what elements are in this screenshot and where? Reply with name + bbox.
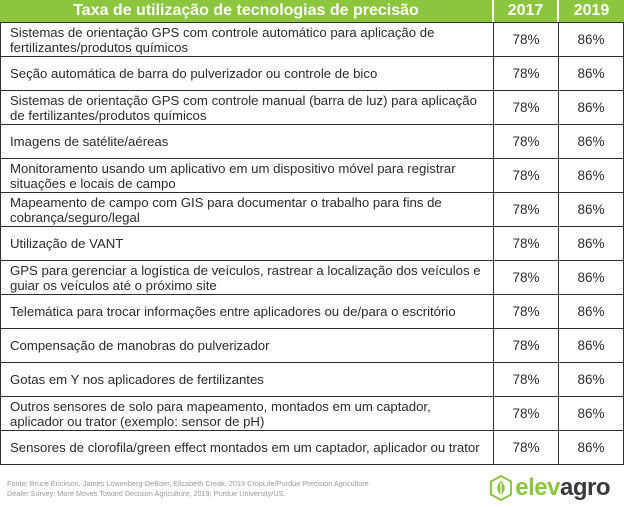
row-value-2019: 86% [559,261,624,294]
row-label: Sistemas de orientação GPS com controle … [0,91,494,124]
leaf-hexagon-icon [490,475,513,501]
row-label: Telemática para trocar informações entre… [0,295,494,328]
table-row: Sistemas de orientação GPS com controle … [0,91,624,125]
row-label: Compensação de manobras do pulverizador [0,329,494,362]
table-row: Monitoramento usando um aplicativo em um… [0,159,624,193]
row-label: Outros sensores de solo para mapeamento,… [0,397,494,430]
table-row: Seção automática de barra do pulverizado… [0,57,624,91]
table-row: Sistemas de orientação GPS com controle … [0,23,624,57]
row-label: Sistemas de orientação GPS com controle … [0,23,494,56]
row-label: Imagens de satélite/aéreas [0,125,494,158]
row-value-2019: 86% [559,363,624,396]
table-row: Compensação de manobras do pulverizador 7… [0,329,624,363]
row-label: Seção automática de barra do pulverizado… [0,57,494,90]
table-header: Taxa de utilização de tecnologias de pre… [0,0,624,22]
table-body: Sistemas de orientação GPS com controle … [0,22,624,465]
table-row: Sensores de clorofila/green effect monta… [0,431,624,465]
row-value-2019: 86% [559,227,624,260]
technology-usage-table: Taxa de utilização de tecnologias de pre… [0,0,624,465]
row-value-2017: 78% [494,261,559,294]
row-value-2019: 86% [559,57,624,90]
row-value-2017: 78% [494,91,559,124]
row-value-2019: 86% [559,91,624,124]
header-title: Taxa de utilização de tecnologias de pre… [0,0,494,22]
row-label: Sensores de clorofila/green effect monta… [0,431,494,464]
row-label: GPS para gerenciar a logística de veícul… [0,261,494,294]
row-label: Mapeamento de campo com GIS para documen… [0,193,494,226]
table-row: Mapeamento de campo com GIS para documen… [0,193,624,227]
row-value-2019: 86% [559,193,624,226]
row-value-2017: 78% [494,329,559,362]
row-value-2019: 86% [559,23,624,56]
row-value-2017: 78% [494,431,559,464]
row-value-2019: 86% [559,295,624,328]
row-value-2017: 78% [494,159,559,192]
row-value-2019: 86% [559,329,624,362]
table-row: Telemática para trocar informações entre… [0,295,624,329]
row-value-2017: 78% [494,227,559,260]
source-line-2: Dealer Survey: More Moves Toward Decisio… [7,488,286,498]
table-row: Outros sensores de solo para mapeamento,… [0,397,624,431]
row-value-2017: 78% [494,397,559,430]
row-value-2017: 78% [494,57,559,90]
row-value-2017: 78% [494,23,559,56]
row-value-2017: 78% [494,125,559,158]
row-value-2019: 86% [559,159,624,192]
row-value-2017: 78% [494,363,559,396]
row-value-2017: 78% [494,193,559,226]
table-row: Gotas em Y nos aplicadores de fertilizan… [0,363,624,397]
table-row: Utilização de VANT 78% 86% [0,227,624,261]
row-label: Monitoramento usando um aplicativo em um… [0,159,494,192]
header-year-2017: 2017 [494,0,559,22]
row-label: Utilização de VANT [0,227,494,260]
source-line-1: Fonte: Bruce Erickson, James Lowenberg-D… [7,479,369,488]
table-row: GPS para gerenciar a logística de veícul… [0,261,624,295]
brand-wordmark: elevagro [515,474,610,502]
row-value-2019: 86% [559,397,624,430]
elevagro-logo: elevagro [490,474,611,502]
row-label: Gotas em Y nos aplicadores de fertilizan… [0,363,494,396]
brand-name-part1: elev [515,474,560,501]
header-year-2019: 2019 [559,0,624,22]
row-value-2019: 86% [559,431,624,464]
table-row: Imagens de satélite/aéreas 78% 86% [0,125,624,159]
row-value-2019: 86% [559,125,624,158]
source-note: Fonte: Bruce Erickson, James Lowenberg-D… [7,479,447,498]
brand-name-part2: agro [559,474,611,501]
row-value-2017: 78% [494,295,559,328]
